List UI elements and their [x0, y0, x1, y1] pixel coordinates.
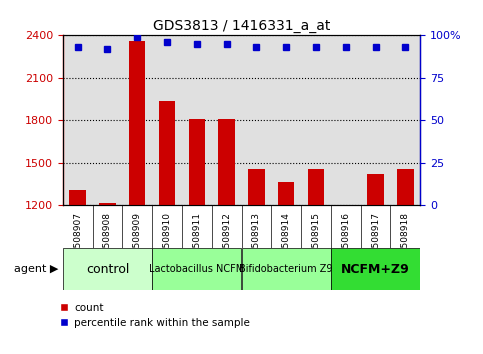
Bar [129, 41, 145, 205]
Bar [189, 119, 205, 205]
Bar [99, 203, 115, 205]
Text: GSM508917: GSM508917 [371, 212, 380, 267]
Text: agent ▶: agent ▶ [14, 264, 58, 274]
Bar [70, 190, 86, 205]
Text: GSM508915: GSM508915 [312, 212, 320, 267]
Legend: count, percentile rank within the sample: count, percentile rank within the sample [58, 303, 250, 328]
Bar [248, 169, 265, 205]
Text: GSM508914: GSM508914 [282, 212, 291, 267]
Text: GSM508911: GSM508911 [192, 212, 201, 267]
Text: GSM508913: GSM508913 [252, 212, 261, 267]
Text: GSM508909: GSM508909 [133, 212, 142, 267]
Bar [218, 119, 235, 205]
Text: GSM508908: GSM508908 [103, 212, 112, 267]
Text: control: control [86, 263, 129, 275]
Title: GDS3813 / 1416331_a_at: GDS3813 / 1416331_a_at [153, 19, 330, 33]
Bar [368, 174, 384, 205]
Bar [152, 248, 242, 290]
Bar [331, 248, 420, 290]
Bar [308, 169, 324, 205]
Text: NCFM+Z9: NCFM+Z9 [341, 263, 410, 275]
Text: GSM508912: GSM508912 [222, 212, 231, 267]
Text: GSM508916: GSM508916 [341, 212, 350, 267]
Bar [278, 182, 294, 205]
Text: GSM508918: GSM508918 [401, 212, 410, 267]
Bar [63, 248, 152, 290]
Text: GSM508907: GSM508907 [73, 212, 82, 267]
Bar [242, 248, 331, 290]
Text: Bifidobacterium Z9: Bifidobacterium Z9 [240, 264, 333, 274]
Text: Lactobacillus NCFM: Lactobacillus NCFM [149, 264, 244, 274]
Text: GSM508910: GSM508910 [163, 212, 171, 267]
Bar [397, 169, 413, 205]
Bar [159, 101, 175, 205]
